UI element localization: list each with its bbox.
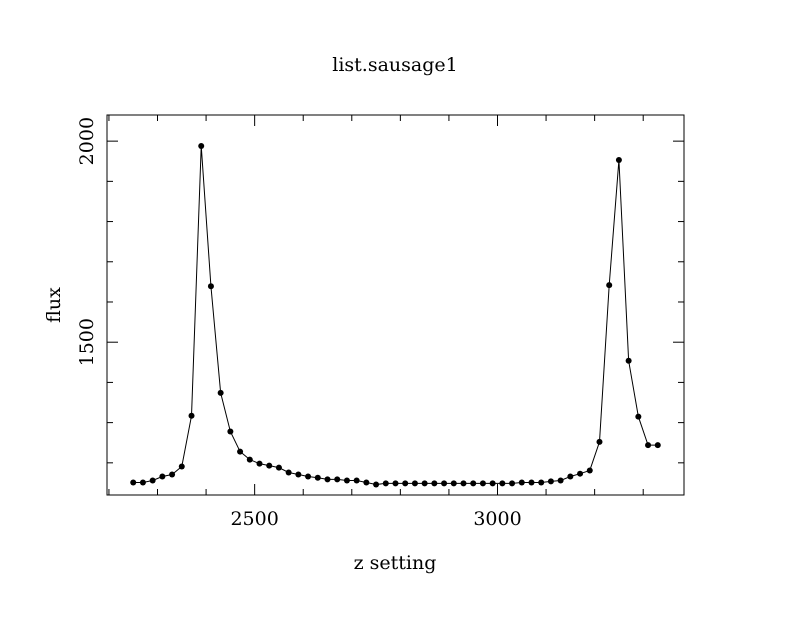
data-point	[353, 477, 360, 484]
data-point	[314, 474, 321, 481]
data-point	[470, 480, 477, 487]
data-point	[275, 464, 282, 471]
data-point	[518, 479, 525, 486]
data-point	[334, 476, 341, 483]
data-point	[509, 480, 516, 487]
data-point	[149, 477, 156, 484]
data-point	[266, 462, 273, 469]
axis-ticks	[107, 115, 684, 495]
y-tick-label: 2000	[76, 117, 98, 165]
data-point	[237, 448, 244, 455]
data-point	[139, 479, 146, 486]
data-point	[567, 473, 574, 480]
data-point	[295, 471, 302, 478]
data-point	[188, 412, 195, 419]
data-point	[625, 357, 632, 364]
data-point	[421, 480, 428, 487]
data-point	[606, 282, 613, 289]
y-axis-label: flux	[43, 287, 65, 323]
data-point	[538, 479, 545, 486]
data-point	[615, 157, 622, 164]
data-point	[489, 480, 496, 487]
data-point	[645, 442, 652, 449]
data-point	[256, 460, 263, 467]
data-point	[450, 480, 457, 487]
plot-frame	[106, 114, 685, 496]
data-point	[460, 480, 467, 487]
data-point	[528, 479, 535, 486]
data-point	[382, 480, 389, 487]
data-point	[305, 473, 312, 480]
data-point	[324, 476, 331, 483]
data-point	[198, 142, 205, 149]
data-point	[217, 389, 224, 396]
data-point	[557, 477, 564, 484]
data-point	[441, 480, 448, 487]
series-line	[133, 145, 658, 486]
tick-labels: 2500 3000 1500 2000	[76, 117, 522, 530]
data-point	[373, 481, 380, 488]
data-point	[285, 469, 292, 476]
data-point	[159, 473, 166, 480]
data-point	[227, 428, 234, 435]
data-point	[207, 283, 214, 290]
data-point	[130, 479, 137, 486]
data-point	[654, 442, 661, 449]
data-point	[402, 480, 409, 487]
x-tick-label: 2500	[230, 508, 278, 530]
data-point	[363, 479, 370, 486]
data-point	[577, 470, 584, 477]
data-point	[479, 480, 486, 487]
chart-title: list.sausage1	[332, 54, 457, 76]
y-tick-label: 1500	[76, 318, 98, 366]
data-point	[178, 463, 185, 470]
data-point	[431, 480, 438, 487]
x-axis-label: z setting	[354, 552, 437, 574]
data-point	[169, 471, 176, 478]
data-point	[343, 477, 350, 484]
data-point	[586, 467, 593, 474]
data-point	[392, 480, 399, 487]
x-tick-label: 3000	[473, 508, 521, 530]
data-point	[499, 480, 506, 487]
data-point	[635, 413, 642, 420]
data-point	[246, 456, 253, 463]
data-series	[130, 142, 661, 488]
data-point	[596, 438, 603, 445]
data-point	[547, 478, 554, 485]
data-point	[411, 480, 418, 487]
